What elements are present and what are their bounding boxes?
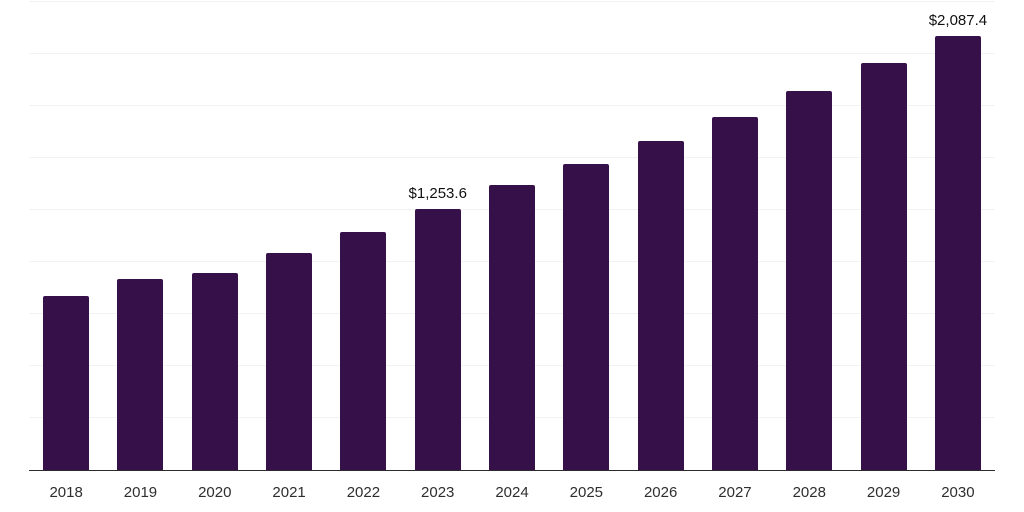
bar-slot-2022 xyxy=(326,2,400,470)
x-tick-2030: 2030 xyxy=(941,484,975,501)
x-tick-2018: 2018 xyxy=(49,484,83,501)
bar-2019 xyxy=(117,279,164,470)
bar-slot-2030: $2,087.4 xyxy=(921,2,995,470)
bar-slot-2021 xyxy=(252,2,326,470)
bar-2030 xyxy=(934,35,981,470)
bar-slot-2020 xyxy=(178,2,252,470)
bar-2021 xyxy=(266,252,313,470)
bar-slot-2029 xyxy=(846,2,920,470)
gridline-2250 xyxy=(29,1,995,2)
x-tick-2026: 2026 xyxy=(643,484,678,501)
bar-slot-2025 xyxy=(549,2,623,470)
bar-2022 xyxy=(340,231,387,470)
x-tick-2025: 2025 xyxy=(569,484,604,501)
bar-2024 xyxy=(489,185,536,470)
bar-2018 xyxy=(43,296,90,470)
gridline-1750 xyxy=(29,105,995,106)
x-tick-2019: 2019 xyxy=(123,484,158,501)
bar-slot-2023: $1,253.6 xyxy=(401,2,475,470)
plot-area: $1,253.6 $2,087.4 xyxy=(29,1,995,471)
bar-2027 xyxy=(711,116,758,470)
bar-slot-2024 xyxy=(475,2,549,470)
bar-2020 xyxy=(191,273,238,470)
bar-slot-2026 xyxy=(624,2,698,470)
bar-2026 xyxy=(637,140,684,470)
bar-value-label-2030: $2,087.4 xyxy=(928,11,988,29)
bar-slot-2028 xyxy=(772,2,846,470)
x-axis-labels: 2018 2019 2020 2021 2022 2023 2024 2025 2026 2027… xyxy=(29,485,995,500)
x-tick-2021: 2021 xyxy=(272,484,306,501)
x-tick-2024: 2024 xyxy=(495,484,529,501)
bar-2028 xyxy=(786,90,833,470)
x-tick-2027: 2027 xyxy=(718,484,752,501)
bar-slot-2019 xyxy=(103,2,177,470)
bar-2025 xyxy=(563,164,610,470)
bar-value-label-2023: $1,253.6 xyxy=(408,185,467,203)
x-tick-2029: 2029 xyxy=(866,484,901,501)
x-tick-2022: 2022 xyxy=(346,484,381,501)
bar-2029 xyxy=(860,63,907,470)
bar-slot-2027 xyxy=(698,2,772,470)
x-tick-2023: 2023 xyxy=(421,484,455,501)
bar-2023 xyxy=(414,209,461,470)
gridline-1500 xyxy=(29,157,995,159)
x-tick-2028: 2028 xyxy=(792,484,826,501)
bars: $1,253.6 $2,087.4 xyxy=(29,2,995,470)
gridline-2000 xyxy=(29,53,995,54)
bar-slot-2018 xyxy=(29,2,103,470)
x-tick-2020: 2020 xyxy=(198,484,232,501)
